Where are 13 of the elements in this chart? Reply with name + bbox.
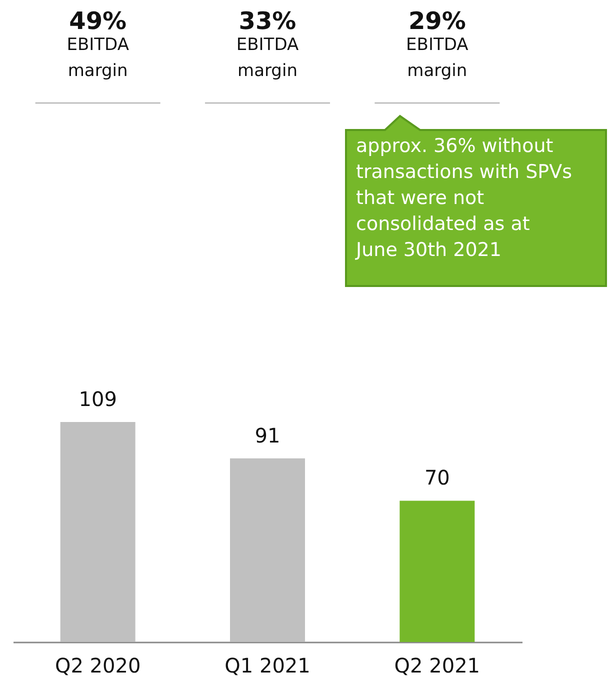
text: approx. 36% without transactions with SPVs that were not consolidated as at June 30th 2021 bbox=[355, 135, 572, 261]
text: EBITDA margin bbox=[66, 35, 130, 81]
x-tick-label: Q1 2021 bbox=[224, 654, 310, 678]
x-tick-label: Q2 2020 bbox=[54, 654, 141, 678]
text: 29% bbox=[408, 7, 466, 35]
data-label: 109 bbox=[78, 387, 117, 411]
text: 49% bbox=[69, 7, 127, 35]
x-tick-label: Q2 2021 bbox=[394, 654, 480, 678]
text: EBITDA margin bbox=[236, 35, 299, 81]
data-label: 70 bbox=[424, 466, 450, 490]
data-label: 91 bbox=[254, 423, 280, 448]
text: EBITDA margin bbox=[406, 35, 469, 81]
text: 33% bbox=[238, 7, 296, 35]
